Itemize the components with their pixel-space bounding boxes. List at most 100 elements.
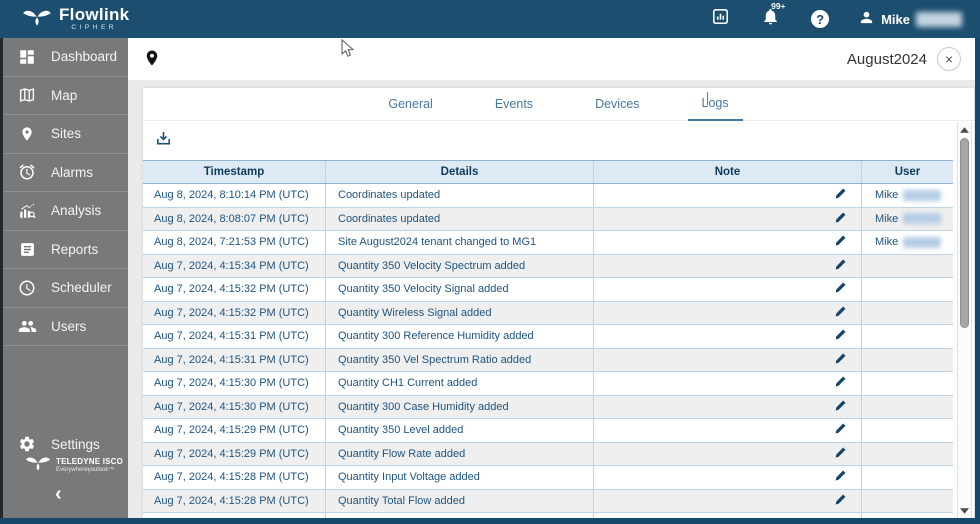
panel-header: August2024 × [128,38,975,80]
edit-note-button[interactable] [834,258,847,274]
sidebar-item-label: Alarms [51,164,94,180]
edit-note-button[interactable] [834,352,847,368]
partial-clipped-row [143,513,953,518]
table-row: Aug 7, 2024, 4:15:34 PM (UTC) Quantity 3… [143,254,953,278]
table-row: Aug 7, 2024, 4:15:32 PM (UTC) Quantity W… [143,301,953,325]
cell-note [594,513,862,518]
sidebar-item-analysis[interactable]: Analysis [3,192,128,231]
tab-label: Logs [701,96,729,110]
site-detail-panel: August2024 × General Events Devices Logs [128,38,980,524]
sidebar-item-sites[interactable]: Sites [3,115,128,154]
edit-note-button[interactable] [834,446,847,462]
sidebar-item-reports[interactable]: Reports [3,231,128,269]
cell-note [594,442,862,465]
cell-details: Quantity Wireless Signal added [326,301,594,324]
cell-user [862,302,953,325]
column-header-note: Note [594,161,862,183]
cell-details: Quantity Total Flow added [326,489,594,512]
panel-bottom-border [0,518,980,524]
table-scrollbar[interactable] [957,122,972,518]
teledyne-tagline: Everywhereyoulook™ [56,466,115,473]
sidebar-item-alarms[interactable]: Alarms [3,154,128,192]
scroll-up-arrow-icon[interactable] [958,123,971,136]
tab-devices[interactable]: Devices [581,88,653,121]
cell-note [594,254,862,277]
edit-note-button[interactable] [834,328,847,344]
edit-note-button[interactable] [834,399,847,415]
edit-note-button[interactable] [834,187,847,203]
tab-label: Events [494,97,534,111]
tab-logs[interactable]: Logs [687,88,743,121]
cell-timestamp: Aug 7, 2024, 4:15:28 PM (UTC) [143,489,326,512]
close-icon: × [944,51,954,67]
scrollbar-thumb[interactable] [960,138,969,328]
cell-timestamp: Aug 7, 2024, 4:15:31 PM (UTC) [143,325,326,348]
cell-note [594,489,862,512]
sidebar-item-users[interactable]: Users [3,308,128,346]
sidebar-item-label: Map [51,87,78,103]
table-row: Aug 7, 2024, 4:15:31 PM (UTC) Quantity 3… [143,325,953,349]
cell-user [862,325,953,348]
cell-note [594,325,862,348]
close-panel-button[interactable]: × [937,47,961,71]
cell-user [862,278,953,301]
sidebar-item-scheduler[interactable]: Scheduler [3,269,128,308]
tab-events[interactable]: Events [481,88,547,121]
person-icon [858,9,875,29]
bell-icon [761,7,780,31]
table-row: Aug 7, 2024, 4:15:29 PM (UTC) Quantity F… [143,442,953,466]
user-name: Mike [875,189,899,202]
edit-note-button[interactable] [834,375,847,391]
cell-note [594,184,862,207]
sidebar-item-map[interactable]: Map [3,77,128,115]
edit-note-button[interactable] [834,305,847,321]
analysis-chart-icon [17,201,37,221]
edit-note-button[interactable] [834,422,847,438]
sidebar-item-label: Analysis [51,203,102,219]
user-name: Mike [875,236,899,249]
user-menu[interactable]: Mike [858,9,962,29]
cell-timestamp: Aug 8, 2024, 8:08:07 PM (UTC) [143,207,326,230]
cell-user: Mike [862,184,953,207]
cell-user [862,255,953,278]
notifications-button[interactable]: 99+ [758,1,786,31]
user-lastname-redacted [916,11,962,27]
edit-note-button[interactable] [834,493,847,509]
cell-details: Quantity 350 Level added [326,419,594,442]
dashboard-icon [17,47,37,67]
sidebar-item-dashboard[interactable]: Dashboard [3,38,128,77]
notification-badge: 99+ [771,1,786,11]
cell-note [594,372,862,395]
cell-timestamp: Aug 7, 2024, 4:15:29 PM (UTC) [143,419,326,442]
scroll-down-arrow-icon[interactable] [958,504,971,517]
status-chart-button[interactable] [708,7,732,31]
tab-general[interactable]: General [374,88,446,121]
user-redacted-blur [903,189,942,201]
edit-note-button[interactable] [834,234,847,250]
sidebar-item-label: Settings [51,436,100,452]
bar-chart-icon [711,7,730,31]
cell-details: Quantity 350 Velocity Spectrum added [326,254,594,277]
cell-details: Quantity 350 Velocity Signal added [326,278,594,301]
user-redacted-blur [903,236,942,248]
sidebar-collapse-button[interactable]: ‹ [55,483,62,505]
edit-note-button[interactable] [834,211,847,227]
edit-note-button[interactable] [834,469,847,485]
cell-timestamp: Aug 7, 2024, 4:15:32 PM (UTC) [143,278,326,301]
log-table-body: Aug 8, 2024, 8:10:14 PM (UTC) Coordinate… [143,184,953,513]
download-logs-button[interactable] [152,130,174,152]
sidebar-item-label: Dashboard [51,49,118,65]
cell-details: Quantity Input Voltage added [326,466,594,489]
tab-bar: General Events Devices Logs [143,88,974,121]
sidebar-item-settings[interactable]: Settings [3,425,128,464]
user-redacted-blur [903,213,942,225]
cell-user [862,466,953,489]
cell-note [594,348,862,371]
alarm-clock-icon [17,162,37,182]
cell-note [594,466,862,489]
help-button[interactable]: ? [808,7,832,31]
sidebar-nav: Dashboard Map Sites Alarms Analysis Repo… [0,38,128,518]
text-cursor-ibeam [706,91,708,105]
edit-note-button[interactable] [834,281,847,297]
